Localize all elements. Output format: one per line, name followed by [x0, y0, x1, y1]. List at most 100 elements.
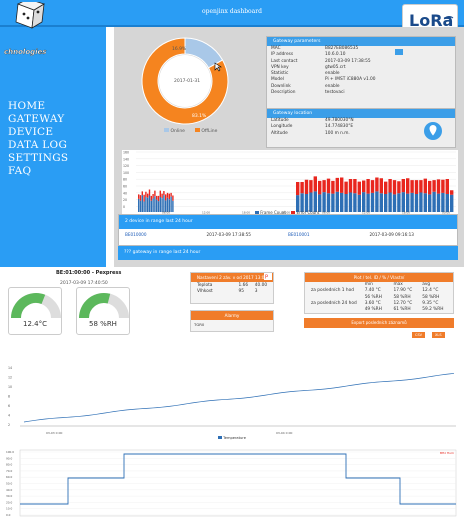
table-cell: Latitude [271, 118, 289, 123]
devices-panel: 2 device in range last 24 hour BE010000 … [118, 214, 458, 246]
pie-label-offline: 83.1% [192, 114, 207, 119]
gauge-fill [79, 293, 111, 319]
humidity-step-chart: 100.0 90.0 80.0 70.0 60.0 50.0 40.0 30.0 20.0 10.… [6, 449, 457, 517]
csv-button[interactable]: CSV [412, 332, 426, 338]
table-row: Description testovaci [267, 90, 455, 96]
frames-legend: Frame Count Error Count [255, 210, 319, 215]
bar-frame [428, 194, 432, 212]
bar-error [296, 182, 300, 196]
nav-device[interactable]: DEVICE [8, 126, 54, 138]
y-tick: 40 [123, 191, 127, 195]
x-tick: 03-04 0:00 [276, 431, 292, 435]
table-row: za posledních 1 hod 7.40 °C 17.90 °C 12.4 °… [307, 288, 451, 294]
table-cell: gtw05.crt [325, 64, 346, 70]
table-cell: 2017-03-09 17:38:55 [325, 58, 371, 64]
bar-error [159, 190, 161, 197]
bar-frame [152, 198, 154, 212]
bar-error [326, 178, 331, 194]
export-button[interactable]: Export posledních záznamů [304, 318, 454, 328]
table-cell: min [364, 282, 373, 287]
pie-date: 2017-01-31 [174, 79, 201, 84]
svg-text:P: P [265, 275, 268, 281]
legend-online: Online [164, 128, 185, 134]
bar-error [362, 180, 366, 193]
bar-frame [344, 194, 348, 212]
table-row: Last contact 2017-03-09 17:38:55 [267, 59, 455, 65]
bar-frame [313, 191, 317, 212]
device-link[interactable]: BE010000 [125, 232, 147, 237]
bar-frame [335, 191, 339, 212]
y-tick: 4 [8, 414, 10, 418]
top-bar: openjinx dashboard [0, 0, 464, 27]
table-cell: B827EB086535 [325, 46, 359, 51]
table-cell: Description [271, 90, 296, 96]
frame-count-chart: 160 140 120 100 80 60 40 20 0 06:00 12:00 18:00 00:0… [122, 150, 458, 214]
table-cell: 1.66 [238, 283, 249, 288]
xls-button[interactable]: XLS [432, 332, 445, 338]
bar-frame [401, 192, 405, 212]
devices-title: 2 device in range last 24 hour [119, 215, 457, 229]
y-tick: 14 [8, 366, 12, 370]
bar-error [441, 179, 445, 193]
bar-error [331, 180, 335, 194]
legend-error: Error Count [296, 210, 320, 215]
bar-error [148, 189, 151, 196]
y-tick: 0.0 [6, 513, 11, 517]
nav-settings[interactable]: SETTINGS [8, 152, 69, 164]
table-cell: Last contact [271, 58, 298, 64]
bar-error [141, 191, 143, 196]
bar-frame [296, 195, 300, 212]
bar-frame [168, 199, 170, 212]
table-row: min max avg [307, 282, 451, 288]
table-row: Latitude 49.780030°N [267, 118, 455, 124]
table-cell: 7.40 °C [364, 288, 381, 294]
bar-error [450, 190, 454, 195]
bar-error [445, 179, 449, 194]
device-time: 2017-03-09 17:38:55 [206, 232, 251, 237]
bar-frame [166, 197, 169, 212]
bar-frame [154, 196, 156, 212]
bar-error [379, 178, 383, 194]
nav-home[interactable]: HOME [8, 100, 46, 112]
gateway-params-table: MAC B827EB086535 IP address 10.6.0.10 Last c… [267, 46, 455, 96]
table-cell: 40.00 [254, 283, 268, 288]
table-cell: max [393, 282, 403, 287]
temperature-chart: 14 12 10 8 6 4 2 03-03 0:00 03-04 0:00 [8, 366, 456, 435]
y-tick: 10 [8, 385, 12, 389]
nav-gateway[interactable]: GATEWAY [8, 113, 65, 125]
bar-error [370, 180, 375, 193]
pie-label-online: 16.9% [172, 47, 187, 52]
sensor-date: 2017-03-09 17:40:50 [60, 281, 108, 286]
table-cell: 100 m n.m. [325, 130, 350, 136]
bar-frame [143, 201, 145, 212]
alarm-row: TGR0 [194, 322, 205, 327]
table-cell: MAC [271, 46, 281, 51]
table-row: Model Pi + IMST iC880A v1.00 [267, 77, 455, 83]
bar-frame [147, 197, 149, 212]
company-logo[interactable]: chnologies [4, 2, 50, 58]
y-tick: 100.0 [6, 450, 14, 454]
settings-title: Nastavení 2 záv. v od 2017 13:00 [191, 273, 273, 282]
y-tick: 160 [123, 151, 129, 155]
table-cell: 49 %RH [364, 307, 382, 313]
bar-error [406, 178, 410, 194]
bar-error [318, 180, 322, 195]
sensor-title: BE:01:00:00 - Pexpress [56, 270, 122, 276]
table-cell: 58 %RH [393, 294, 411, 300]
x-tick: 18:00 [402, 211, 410, 215]
bar-frame [414, 194, 419, 212]
table-row: za posledních 24 hod 3.60 °C 12.70 °C 9.35 … [307, 301, 451, 307]
location-pin-icon[interactable] [423, 121, 443, 143]
bar-error [392, 180, 397, 195]
settings-table: Nastavení 2 záv. v od 2017 13:00 Teplota… [190, 272, 274, 304]
pdf-icon[interactable]: P [264, 273, 272, 280]
table-cell: za posledních 24 hod [311, 300, 357, 306]
bar-frame [170, 196, 172, 212]
edit-icon[interactable] [395, 49, 403, 55]
nav-data-log[interactable]: DATA LOG [8, 139, 68, 151]
table-cell: Longitude [271, 124, 293, 130]
nav-faq[interactable]: FAQ [8, 165, 32, 177]
bar-error [145, 191, 147, 197]
device-link[interactable]: BE010001 [288, 232, 310, 237]
logo-text: chnologies [4, 48, 46, 56]
